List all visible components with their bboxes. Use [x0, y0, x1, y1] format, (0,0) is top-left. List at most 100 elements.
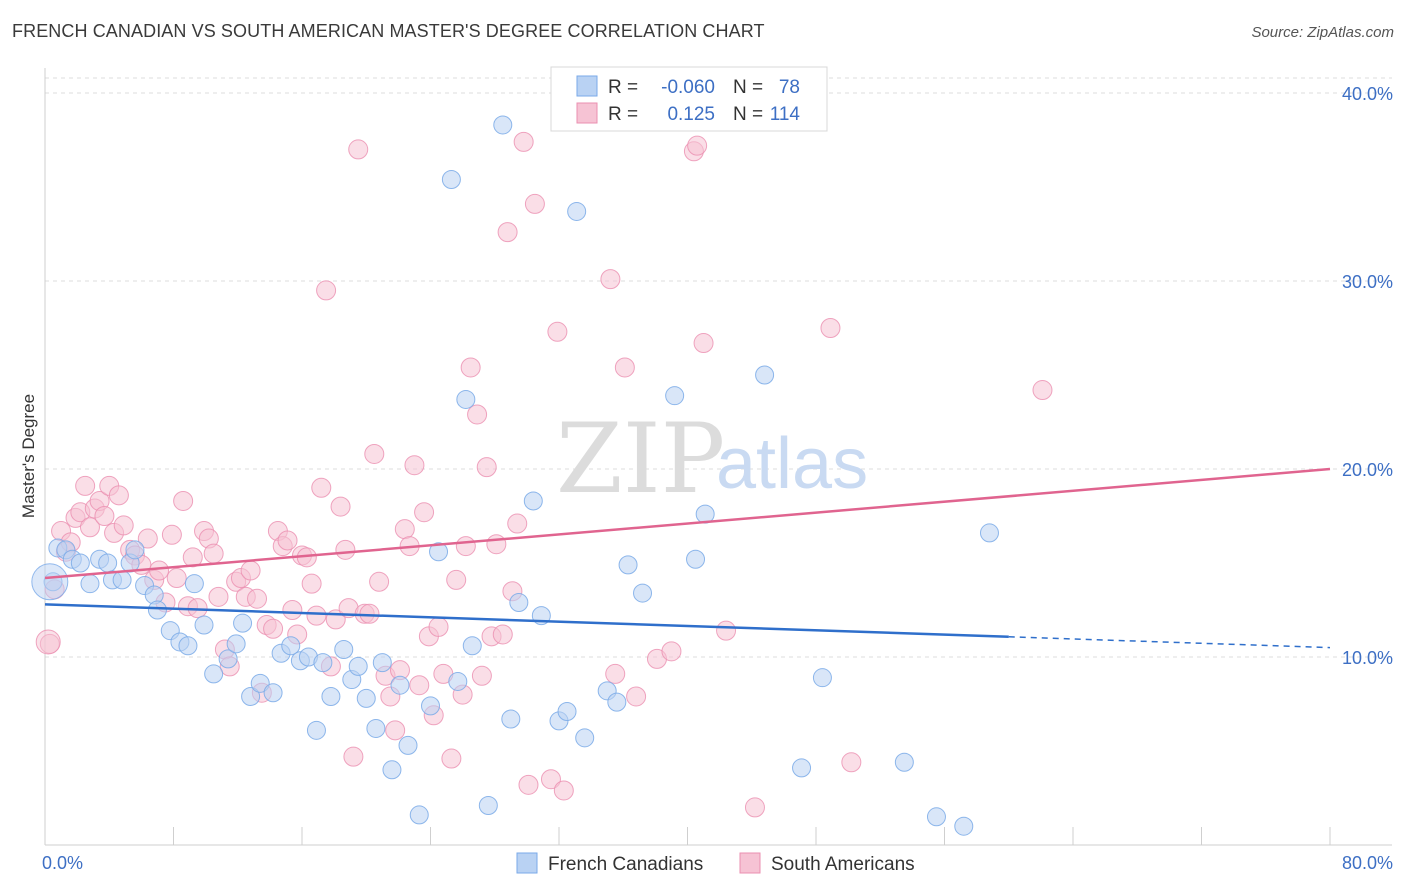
point-south-americans [94, 506, 115, 526]
point-french-canadians [792, 758, 812, 778]
point-south-americans [173, 490, 194, 511]
chart-title: FRENCH CANADIAN VS SOUTH AMERICAN MASTER… [12, 21, 765, 41]
y-axis-title: Master's Degree [19, 394, 38, 518]
point-south-americans [247, 588, 268, 609]
point-french-canadians [448, 671, 468, 691]
point-french-canadians [429, 542, 449, 562]
legend-n-value-french-canadians: 78 [779, 77, 800, 98]
point-south-americans [626, 686, 647, 707]
point-french-canadians [954, 816, 974, 836]
point-south-americans [492, 624, 513, 645]
point-south-americans [166, 568, 187, 589]
point-south-americans [414, 502, 435, 523]
point-french-canadians [241, 686, 261, 706]
point-south-americans [497, 222, 518, 243]
point-french-canadians [233, 613, 253, 633]
point-french-canadians [398, 735, 418, 755]
point-south-americans [182, 547, 203, 568]
watermark-atlas: atlas [716, 424, 868, 504]
point-south-americans [282, 600, 303, 620]
point-south-americans [744, 797, 765, 818]
point-french-canadians [567, 201, 587, 221]
point-south-americans [263, 618, 284, 639]
point-south-americans [343, 746, 364, 767]
point-french-canadians [348, 656, 368, 676]
point-french-canadians [125, 540, 145, 560]
point-french-canadians [501, 709, 521, 729]
point-south-americans [1032, 380, 1053, 401]
point-south-americans [137, 528, 158, 549]
y-tick-label-20: 20.0% [1342, 460, 1393, 480]
legend-n-label-2: N = [733, 104, 763, 125]
point-south-americans [394, 519, 415, 540]
point-south-americans [311, 477, 332, 498]
point-south-americans [149, 560, 170, 581]
legend-n-label-1: N = [733, 77, 763, 98]
point-south-americans [513, 131, 534, 152]
point-french-canadians [70, 553, 90, 573]
point-south-americans [455, 536, 476, 557]
bottom-legend-south-americans: South Americans [771, 854, 915, 875]
point-south-americans [687, 135, 708, 156]
y-tick-label-40: 40.0% [1342, 84, 1393, 104]
point-french-canadians-large [31, 563, 69, 601]
point-south-americans [507, 513, 528, 534]
trend-lines [44, 467, 1331, 649]
point-french-canadians [356, 688, 376, 708]
point-south-americans [820, 318, 841, 338]
point-south-americans [208, 586, 229, 607]
point-french-canadians [926, 807, 946, 827]
source-label: Source: ZipAtlas.com [1251, 24, 1394, 41]
point-french-canadians [478, 796, 498, 816]
axes [44, 68, 1392, 846]
legend-r-value-south-americans: 0.125 [667, 104, 715, 125]
point-french-canadians [80, 574, 100, 594]
point-south-americans [518, 774, 539, 795]
x-tick-max: 80.0% [1342, 853, 1393, 873]
point-south-americans [409, 675, 430, 696]
point-south-americans [605, 663, 626, 684]
point-south-americans [600, 269, 621, 290]
point-south-americans [161, 524, 182, 545]
point-south-americans [404, 455, 425, 476]
y-tick-label-30: 30.0% [1342, 272, 1393, 292]
point-south-americans [113, 515, 134, 536]
point-french-canadians [372, 653, 392, 673]
point-french-canadians [607, 692, 627, 712]
point-south-americans [369, 571, 390, 592]
point-french-canadians [575, 728, 595, 748]
point-south-americans [661, 641, 682, 662]
point-south-americans [359, 603, 380, 624]
point-french-canadians [184, 574, 204, 594]
point-south-americans [306, 605, 327, 626]
point-french-canadians [313, 653, 333, 673]
x-tick-min: 0.0% [42, 853, 83, 873]
trend-line-south-americans [44, 467, 1331, 580]
point-south-americans [240, 560, 261, 581]
point-french-canadians [979, 523, 999, 543]
point-south-americans [524, 193, 545, 214]
point-french-canadians [98, 553, 118, 573]
point-french-canadians [226, 634, 246, 654]
watermark-zip: ZIP [556, 403, 725, 515]
point-french-canadians [366, 718, 386, 738]
point-south-americans [385, 720, 406, 741]
trend-line-french-canadians-extrapolated [1008, 636, 1331, 649]
legend-r-label-2: R = [608, 104, 638, 125]
point-south-americans [841, 752, 862, 773]
trend-line-french-canadians [44, 603, 1009, 639]
point-south-americans [486, 534, 507, 555]
point-french-canadians [665, 386, 685, 406]
legend: R = -0.060 N = 78 R = 0.125 N = 114 [550, 66, 828, 132]
y-tick-label-10: 10.0% [1342, 648, 1393, 668]
south-americans-points [35, 131, 1053, 818]
bottom-legend-swatch-south-americans [739, 852, 761, 874]
point-french-canadians [112, 570, 132, 590]
point-french-canadians [456, 389, 476, 409]
point-french-canadians [178, 636, 198, 656]
point-french-canadians [281, 636, 301, 656]
point-south-americans [75, 475, 96, 496]
point-south-americans [330, 496, 351, 517]
point-south-americans [108, 485, 129, 506]
